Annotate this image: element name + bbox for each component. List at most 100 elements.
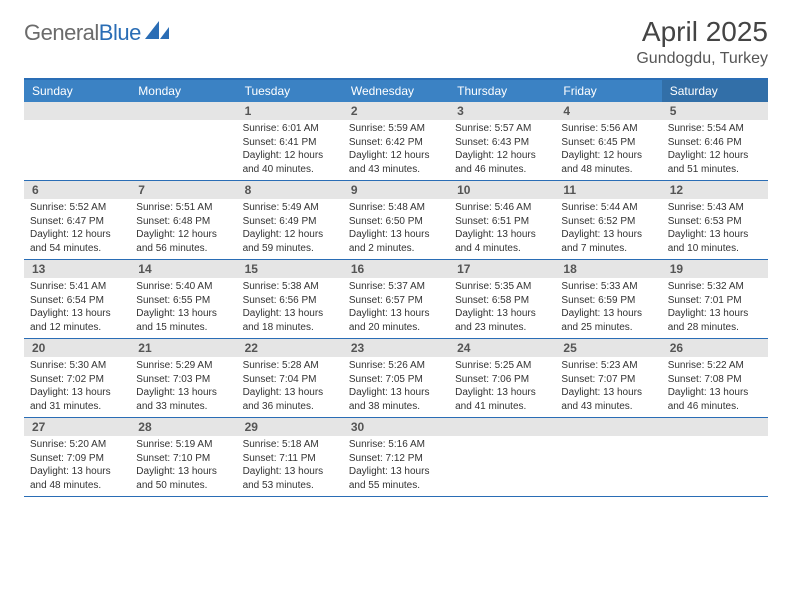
day-day1: Daylight: 13 hours (668, 386, 762, 400)
day-day2: and 25 minutes. (561, 321, 655, 335)
day-number: 25 (555, 339, 661, 357)
location: Gundogdu, Turkey (636, 50, 768, 68)
day-cell: 22Sunrise: 5:28 AMSunset: 7:04 PMDayligh… (237, 339, 343, 417)
day-day2: and 28 minutes. (668, 321, 762, 335)
day-number (555, 418, 661, 436)
day-number: 30 (343, 418, 449, 436)
day-cell: 9Sunrise: 5:48 AMSunset: 6:50 PMDaylight… (343, 181, 449, 259)
day-number (662, 418, 768, 436)
day-sunrise: Sunrise: 5:41 AM (30, 280, 124, 294)
day-day1: Daylight: 13 hours (243, 386, 337, 400)
page: GeneralBlue April 2025 Gundogdu, Turkey … (0, 0, 792, 521)
day-body: Sunrise: 5:16 AMSunset: 7:12 PMDaylight:… (343, 436, 449, 496)
day-sunrise: Sunrise: 5:19 AM (136, 438, 230, 452)
day-sunset: Sunset: 6:47 PM (30, 215, 124, 229)
day-number: 24 (449, 339, 555, 357)
day-body: Sunrise: 5:49 AMSunset: 6:49 PMDaylight:… (237, 199, 343, 259)
day-sunrise: Sunrise: 5:16 AM (349, 438, 443, 452)
day-number: 19 (662, 260, 768, 278)
day-number: 18 (555, 260, 661, 278)
day-sunset: Sunset: 6:59 PM (561, 294, 655, 308)
day-number: 3 (449, 102, 555, 120)
day-day2: and 51 minutes. (668, 163, 762, 177)
day-cell (130, 102, 236, 180)
day-sunset: Sunset: 6:51 PM (455, 215, 549, 229)
day-sunrise: Sunrise: 5:52 AM (30, 201, 124, 215)
day-sunset: Sunset: 7:01 PM (668, 294, 762, 308)
day-body: Sunrise: 5:37 AMSunset: 6:57 PMDaylight:… (343, 278, 449, 338)
day-cell: 17Sunrise: 5:35 AMSunset: 6:58 PMDayligh… (449, 260, 555, 338)
day-sunset: Sunset: 7:03 PM (136, 373, 230, 387)
day-number: 9 (343, 181, 449, 199)
day-sunset: Sunset: 6:53 PM (668, 215, 762, 229)
day-body: Sunrise: 5:44 AMSunset: 6:52 PMDaylight:… (555, 199, 661, 259)
day-cell: 6Sunrise: 5:52 AMSunset: 6:47 PMDaylight… (24, 181, 130, 259)
day-number: 26 (662, 339, 768, 357)
day-body: Sunrise: 5:33 AMSunset: 6:59 PMDaylight:… (555, 278, 661, 338)
day-cell: 7Sunrise: 5:51 AMSunset: 6:48 PMDaylight… (130, 181, 236, 259)
day-sunrise: Sunrise: 5:25 AM (455, 359, 549, 373)
day-day2: and 31 minutes. (30, 400, 124, 414)
day-cell: 16Sunrise: 5:37 AMSunset: 6:57 PMDayligh… (343, 260, 449, 338)
day-day1: Daylight: 13 hours (30, 386, 124, 400)
day-sunrise: Sunrise: 5:38 AM (243, 280, 337, 294)
weekday-sat: Saturday (662, 80, 768, 102)
header: GeneralBlue April 2025 Gundogdu, Turkey (24, 16, 768, 68)
day-number: 12 (662, 181, 768, 199)
day-body: Sunrise: 5:52 AMSunset: 6:47 PMDaylight:… (24, 199, 130, 259)
day-sunrise: Sunrise: 5:18 AM (243, 438, 337, 452)
weekday-thu: Thursday (449, 80, 555, 102)
weekday-tue: Tuesday (237, 80, 343, 102)
day-sunset: Sunset: 7:08 PM (668, 373, 762, 387)
day-sunset: Sunset: 6:50 PM (349, 215, 443, 229)
day-sunrise: Sunrise: 5:57 AM (455, 122, 549, 136)
day-number: 7 (130, 181, 236, 199)
day-sunrise: Sunrise: 5:43 AM (668, 201, 762, 215)
day-number: 16 (343, 260, 449, 278)
day-cell: 1Sunrise: 6:01 AMSunset: 6:41 PMDaylight… (237, 102, 343, 180)
day-cell: 27Sunrise: 5:20 AMSunset: 7:09 PMDayligh… (24, 418, 130, 496)
day-sunrise: Sunrise: 5:54 AM (668, 122, 762, 136)
day-sunrise: Sunrise: 5:23 AM (561, 359, 655, 373)
day-sunset: Sunset: 6:57 PM (349, 294, 443, 308)
day-number (449, 418, 555, 436)
day-sunrise: Sunrise: 5:29 AM (136, 359, 230, 373)
day-number (24, 102, 130, 120)
day-day2: and 12 minutes. (30, 321, 124, 335)
day-sunset: Sunset: 6:54 PM (30, 294, 124, 308)
day-cell (24, 102, 130, 180)
day-number: 15 (237, 260, 343, 278)
weekday-sun: Sunday (24, 80, 130, 102)
day-body (449, 436, 555, 442)
week-row: 1Sunrise: 6:01 AMSunset: 6:41 PMDaylight… (24, 102, 768, 181)
day-sunset: Sunset: 6:45 PM (561, 136, 655, 150)
day-day2: and 40 minutes. (243, 163, 337, 177)
day-sunset: Sunset: 7:07 PM (561, 373, 655, 387)
day-day1: Daylight: 13 hours (30, 307, 124, 321)
day-body: Sunrise: 5:20 AMSunset: 7:09 PMDaylight:… (24, 436, 130, 496)
day-sunrise: Sunrise: 5:28 AM (243, 359, 337, 373)
day-cell: 21Sunrise: 5:29 AMSunset: 7:03 PMDayligh… (130, 339, 236, 417)
logo: GeneralBlue (24, 20, 171, 46)
day-day1: Daylight: 13 hours (561, 228, 655, 242)
day-body: Sunrise: 5:54 AMSunset: 6:46 PMDaylight:… (662, 120, 768, 180)
day-day1: Daylight: 12 hours (349, 149, 443, 163)
day-cell: 15Sunrise: 5:38 AMSunset: 6:56 PMDayligh… (237, 260, 343, 338)
day-body: Sunrise: 5:32 AMSunset: 7:01 PMDaylight:… (662, 278, 768, 338)
day-sunrise: Sunrise: 5:22 AM (668, 359, 762, 373)
weekday-row: Sunday Monday Tuesday Wednesday Thursday… (24, 80, 768, 102)
day-body (24, 120, 130, 126)
day-number: 21 (130, 339, 236, 357)
day-day1: Daylight: 13 hours (243, 465, 337, 479)
day-sunrise: Sunrise: 5:26 AM (349, 359, 443, 373)
day-sunset: Sunset: 6:58 PM (455, 294, 549, 308)
day-cell (662, 418, 768, 496)
logo-text: GeneralBlue (24, 20, 141, 46)
day-sunset: Sunset: 7:09 PM (30, 452, 124, 466)
week-row: 13Sunrise: 5:41 AMSunset: 6:54 PMDayligh… (24, 260, 768, 339)
day-day2: and 41 minutes. (455, 400, 549, 414)
day-body: Sunrise: 5:46 AMSunset: 6:51 PMDaylight:… (449, 199, 555, 259)
sail-icon (145, 21, 171, 46)
day-body: Sunrise: 5:28 AMSunset: 7:04 PMDaylight:… (237, 357, 343, 417)
day-day2: and 20 minutes. (349, 321, 443, 335)
